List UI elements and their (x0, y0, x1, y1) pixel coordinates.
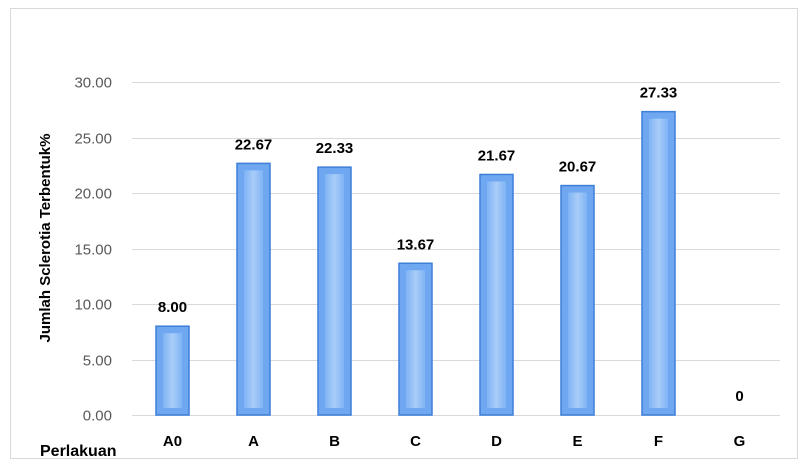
y-tick-label: 20.00 (74, 186, 112, 203)
y-tick-label: 25.00 (74, 131, 112, 148)
x-tick-label: D (491, 433, 502, 450)
y-tick-label: 15.00 (74, 242, 112, 259)
x-tick-label: G (734, 433, 746, 450)
x-tick-label: A0 (163, 433, 182, 450)
data-label: 21.67 (478, 147, 516, 164)
x-axis-ticks: A0 A B C D E F G (163, 433, 745, 450)
x-tick-label: E (572, 433, 582, 450)
bar (236, 162, 271, 416)
bar (641, 110, 676, 416)
data-label: 8.00 (158, 299, 187, 316)
x-tick-label: B (329, 433, 340, 450)
data-label: 27.33 (640, 85, 678, 102)
data-label: 20.67 (559, 159, 597, 176)
x-axis-label: Perlakuan (40, 443, 116, 460)
y-tick-label: 30.00 (74, 75, 112, 92)
y-axis-ticks: 0.00 5.00 10.00 15.00 20.00 25.00 30.00 (74, 75, 112, 425)
bar (479, 173, 514, 416)
x-tick-label: C (410, 433, 421, 450)
data-label: 22.33 (316, 140, 354, 157)
y-tick-label: 0.00 (83, 408, 112, 425)
y-tick-label: 10.00 (74, 297, 112, 314)
data-label: 22.67 (235, 136, 273, 153)
data-labels: 8.00 22.67 22.33 13.67 21.67 20.67 27.33 0 (158, 85, 744, 405)
bar (560, 184, 595, 416)
bar (155, 325, 190, 416)
y-axis-label: Jumlah Sclerotia Terbentuk% (37, 134, 54, 343)
bar (317, 166, 352, 416)
bars (155, 110, 676, 416)
y-tick-label: 5.00 (83, 353, 112, 370)
bar (398, 262, 433, 416)
data-label: 13.67 (397, 236, 435, 253)
x-tick-label: F (654, 433, 663, 450)
data-label: 0 (735, 388, 743, 405)
x-tick-label: A (248, 433, 259, 450)
